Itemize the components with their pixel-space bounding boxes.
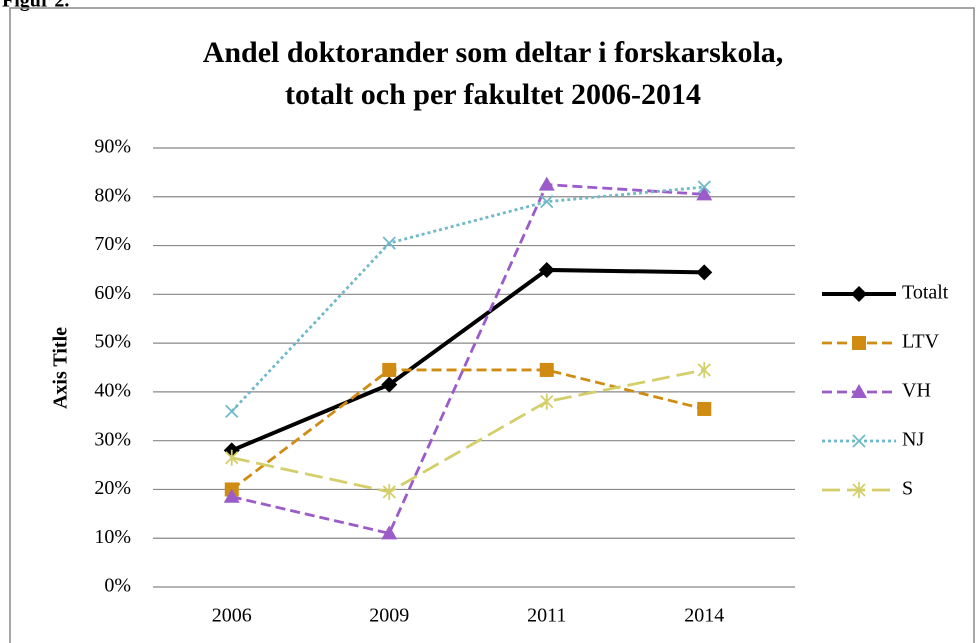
y-axis-title: Axis Title <box>50 327 72 409</box>
series-line <box>230 267 705 453</box>
data-point <box>382 362 397 377</box>
y-tick-label: 80% <box>94 184 131 206</box>
legend-marker <box>852 482 866 498</box>
y-tick-label: 60% <box>94 282 131 304</box>
legend-marker <box>851 286 867 302</box>
y-tick-label: 90% <box>94 136 131 158</box>
data-point <box>697 401 712 416</box>
legend-label: NJ <box>902 429 924 451</box>
x-tick-label: 2009 <box>369 605 409 627</box>
legend-marker <box>852 336 866 350</box>
chart-title: totalt och per fakultet 2006-2014 <box>285 78 701 111</box>
data-point <box>540 195 554 209</box>
chart-title: Andel doktorander som deltar i forskarsk… <box>203 36 784 69</box>
data-point <box>225 449 239 466</box>
legend-label: VH <box>902 380 931 402</box>
y-tick-label: 0% <box>104 575 131 597</box>
figure-label: Figur 2. <box>2 0 69 12</box>
data-point <box>538 261 555 278</box>
data-point <box>225 404 239 419</box>
data-point <box>382 483 396 500</box>
y-tick-label: 70% <box>94 233 131 255</box>
series-line <box>231 368 705 494</box>
x-tick-label: 2014 <box>684 605 724 627</box>
legend-label: S <box>902 478 913 500</box>
legend-label: LTV <box>902 331 940 353</box>
data-point <box>223 488 240 503</box>
legend-marker <box>851 384 867 398</box>
data-point <box>381 525 398 540</box>
series-line <box>231 183 705 535</box>
data-point <box>697 361 711 378</box>
y-tick-label: 30% <box>94 428 131 450</box>
data-point <box>381 376 398 393</box>
data-point <box>538 176 555 191</box>
data-point <box>697 180 711 194</box>
data-point <box>696 186 713 201</box>
data-point <box>539 362 554 377</box>
y-tick-label: 40% <box>94 379 131 401</box>
x-tick-label: 2011 <box>527 605 566 627</box>
data-point <box>382 236 396 250</box>
data-point <box>540 393 554 410</box>
y-tick-label: 50% <box>94 331 131 353</box>
data-point <box>696 264 713 281</box>
x-tick-label: 2006 <box>212 605 252 627</box>
legend-marker <box>852 434 866 448</box>
y-tick-label: 10% <box>94 526 131 548</box>
y-tick-label: 20% <box>94 477 131 499</box>
chart-border <box>9 7 975 643</box>
series-line <box>230 368 705 491</box>
legend-label: Totalt <box>902 282 949 304</box>
series-line <box>230 185 705 413</box>
